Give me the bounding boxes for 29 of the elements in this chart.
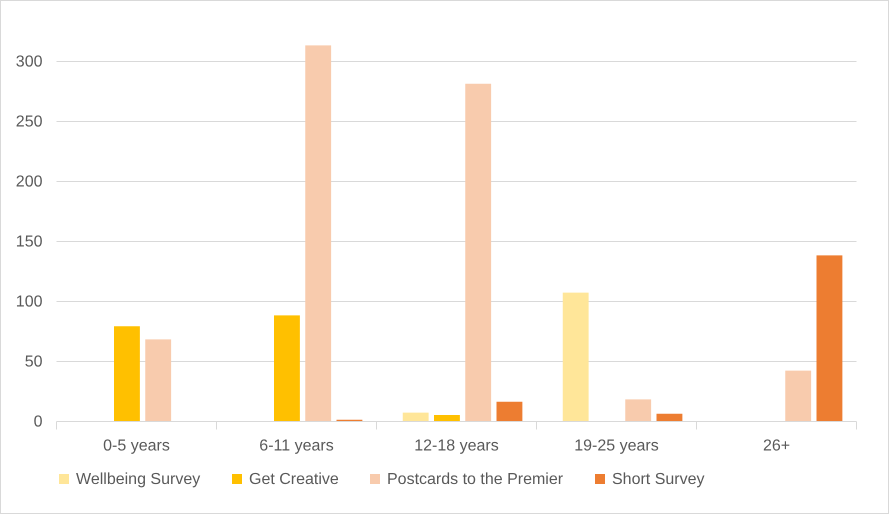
- bar: [656, 414, 682, 421]
- x-tick-label: 0-5 years: [103, 438, 170, 454]
- bar: [145, 339, 172, 421]
- bar: [816, 255, 842, 421]
- bar: [114, 326, 140, 421]
- legend-label: Wellbeing Survey: [76, 471, 200, 488]
- x-tick-label: 6-11 years: [259, 438, 334, 454]
- legend-label: Postcards to the Premier: [387, 471, 564, 488]
- bar: [562, 292, 589, 421]
- y-tick-label: 50: [24, 354, 43, 370]
- y-tick-label: 100: [16, 294, 43, 310]
- bar: [434, 415, 460, 421]
- bar: [625, 399, 652, 421]
- y-tick-label: 150: [16, 234, 43, 250]
- legend-label: Get Creative: [249, 471, 339, 488]
- y-tick-label: 200: [16, 174, 43, 190]
- y-tick-label: 0: [34, 414, 43, 430]
- bar: [465, 84, 492, 421]
- bar: [274, 315, 300, 421]
- x-tick-label: 19-25 years: [574, 438, 659, 454]
- bar: [496, 402, 522, 421]
- y-tick-label: 300: [16, 54, 43, 70]
- bar: [305, 45, 332, 421]
- x-tick-label: 12-18 years: [414, 438, 499, 454]
- legend-label: Short Survey: [612, 471, 704, 488]
- bar: [785, 370, 812, 421]
- bar: [402, 412, 429, 421]
- y-tick-label: 250: [16, 114, 43, 130]
- x-tick-label: 26+: [762, 438, 790, 454]
